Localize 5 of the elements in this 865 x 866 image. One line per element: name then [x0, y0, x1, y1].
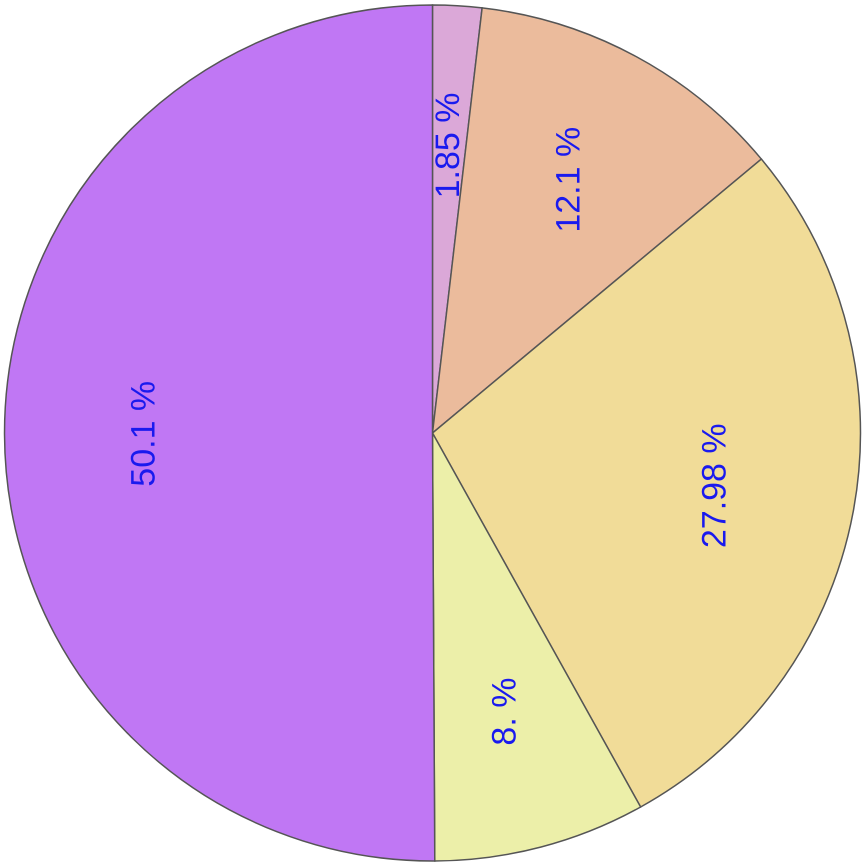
data-label: 50.1 %: [124, 380, 162, 487]
data-label: 27.98 %: [696, 423, 734, 548]
data-label: 1.85 %: [429, 92, 468, 198]
data-label: 8. %: [486, 678, 524, 746]
data-label: 12.1 %: [550, 126, 588, 233]
